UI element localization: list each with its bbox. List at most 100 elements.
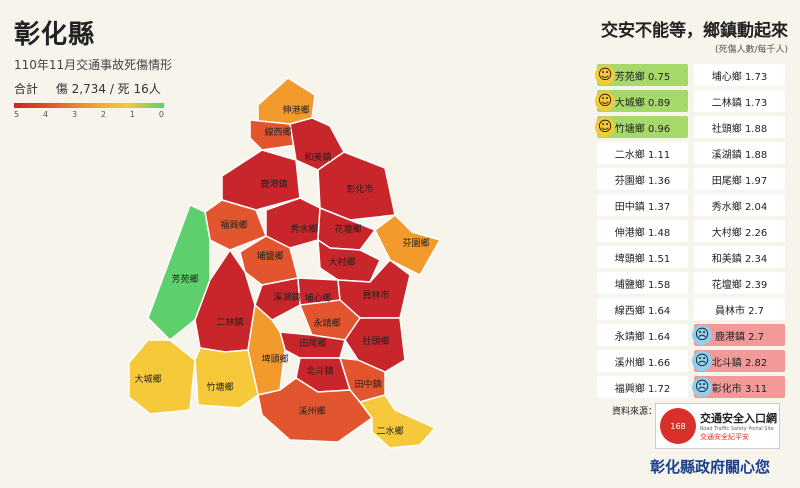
logo-subtitle: Road Traffic Safety Portal Site	[700, 426, 774, 432]
map-label: 埤頭鄉	[261, 353, 288, 365]
ranking-text: 彰化市 3.11	[711, 383, 768, 395]
ranking-text: 埤頭鄉 1.51	[614, 253, 671, 265]
ranking-cell: 大村鄉 2.26	[694, 220, 785, 242]
ranking-text: 北斗鎮 2.82	[711, 357, 768, 369]
map-label: 埔心鄉	[304, 292, 331, 304]
ranking-text: 田中鎮 1.37	[614, 201, 671, 213]
region-shengang	[257, 77, 316, 125]
map-label: 芳苑鄉	[171, 273, 198, 285]
map-label: 溪州鄉	[298, 405, 325, 417]
map-label: 和美鎮	[304, 151, 331, 163]
ranking-cell: 芬園鄉 1.36	[597, 168, 688, 190]
map-label: 彰化市	[346, 183, 373, 195]
changhua-map: 伸港鄉線西鄉和美鎮鹿港鎮 彰化市福興鄉 秀水鄉 花壇鄉芬園鄉芳苑鄉 埔鹽鄉大村鄉溪湖鎮埔…	[130, 77, 441, 449]
ranking-text: 線西鄉 1.64	[614, 305, 671, 317]
ranking-text: 秀水鄉 2.04	[711, 201, 768, 213]
unit-note: (死傷人數/每千人)	[714, 45, 788, 55]
scale-tick: 4	[42, 110, 49, 119]
ranking-cell: 溪湖鎮 1.88	[694, 142, 785, 164]
ranking-cell: ☺ 大城鄉 0.89	[595, 90, 688, 112]
ranking-text: 埔心鄉 1.73	[711, 71, 768, 83]
ranking-cell: 和美鎮 2.34	[694, 246, 785, 268]
smile-face-icon: ☺	[595, 117, 615, 137]
map-label: 鹿港鎮	[260, 178, 287, 190]
page-title: 彰化縣	[14, 20, 96, 50]
ranking-cell: 花壇鄉 2.39	[694, 272, 785, 294]
region-ershui	[359, 394, 436, 449]
ranking-text: 溪州鄉 1.66	[614, 357, 671, 369]
map-label: 員林市	[362, 289, 389, 301]
headline: 交安不能等，鄉鎮動起來	[601, 21, 788, 41]
region-zhutang	[194, 347, 259, 409]
ranking-cell: 員林市 2.7	[694, 298, 785, 320]
map-label: 花壇鄉	[334, 223, 361, 235]
map-label: 二林鎮	[216, 316, 243, 328]
subtitle: 110年11月交通事故死傷情形	[14, 58, 173, 72]
map-label: 北斗鎮	[306, 365, 333, 377]
ranking-text: 鹿港鎮 2.7	[714, 331, 765, 343]
ranking-cell: 秀水鄉 2.04	[694, 194, 785, 216]
scale-tick: 0	[158, 110, 164, 119]
traffic-safety-logo[interactable]: 168 交通安全入口網 Road Traffic Safety Portal S…	[655, 403, 780, 449]
map-label: 線西鄉	[264, 126, 291, 138]
region-dacun	[317, 239, 381, 283]
smile-face-icon: ☺	[595, 65, 615, 85]
region-fangyuan	[147, 204, 211, 341]
ranking-text: 伸港鄉 1.48	[614, 227, 671, 239]
ranking-text: 員林市 2.7	[714, 305, 765, 317]
map-label: 竹塘鄉	[206, 381, 233, 393]
ranking-text: 福興鄉 1.72	[614, 383, 671, 395]
map-label: 二水鄉	[376, 425, 403, 437]
ranking-cell: 伸港鄉 1.48	[597, 220, 688, 242]
ranking-text: 永靖鄉 1.64	[614, 331, 671, 343]
map-label: 田中鎮	[354, 378, 381, 390]
worried-face-icon: ☹	[692, 325, 712, 345]
ranking-cell: ☹ 北斗鎮 2.82	[692, 350, 785, 372]
map-label: 埔鹽鄉	[256, 250, 283, 262]
ranking-cell: ☹ 彰化市 3.11	[692, 376, 785, 398]
ranking-text: 芬園鄉 1.36	[614, 175, 671, 187]
ranking-cell: 田尾鄉 1.97	[694, 168, 785, 190]
ranking-table: ☺ 芳苑鄉 0.75 埔心鄉 1.73 ☺ 大城鄉 0.89 二林鎮 1.73 ☺ 竹塘鄉 0…	[594, 62, 788, 400]
ranking-text: 田尾鄉 1.97	[711, 175, 768, 187]
worried-face-icon: ☹	[692, 351, 712, 371]
ranking-cell: 線西鄉 1.64	[597, 298, 688, 320]
map-label: 大村鄉	[328, 256, 355, 268]
scale-tick: 5	[14, 110, 20, 119]
logo-title: 交通安全入口網	[700, 412, 777, 425]
scale-tick: 3	[71, 110, 78, 119]
ranking-cell: 田中鎮 1.37	[597, 194, 688, 216]
totals: 合計 傷 2,734 / 死 16人	[14, 80, 175, 97]
ranking-text: 二水鄉 1.11	[614, 149, 671, 161]
ranking-cell: 二林鎮 1.73	[694, 90, 785, 112]
totals-label: 合計	[14, 82, 39, 96]
ranking-cell: 二水鄉 1.11	[597, 142, 688, 164]
footer-slogan: 彰化縣政府關心您	[649, 458, 770, 476]
ranking-cell: 溪州鄉 1.66	[597, 350, 688, 372]
ranking-cell: 埔心鄉 1.73	[694, 64, 785, 86]
color-scale-bar	[14, 103, 164, 108]
ranking-text: 大村鄉 2.26	[711, 227, 768, 239]
ranking-text: 二林鎮 1.73	[711, 97, 768, 109]
totals-value: 傷 2,734 / 死 16人	[55, 82, 161, 96]
ranking-cell: 永靖鄉 1.64	[597, 324, 688, 346]
region-xihu	[254, 277, 301, 321]
ranking-cell: ☺ 竹塘鄉 0.96	[595, 116, 688, 138]
color-scale-legend: 5 4 3 2 1 0	[14, 103, 164, 119]
map-label: 田尾鄉	[299, 337, 326, 349]
worried-face-icon: ☹	[692, 377, 712, 397]
scale-tick: 1	[129, 110, 135, 119]
map-label: 大城鄉	[134, 373, 161, 385]
ranking-cell: 埤頭鄉 1.51	[597, 246, 688, 268]
region-xianxi	[249, 119, 297, 151]
ranking-cell: ☹ 鹿港鎮 2.7	[692, 324, 785, 346]
ranking-text: 和美鎮 2.34	[711, 253, 768, 265]
smile-face-icon: ☺	[595, 91, 615, 111]
ranking-text: 溪湖鎮 1.88	[711, 149, 768, 161]
map-label: 伸港鄉	[282, 104, 309, 116]
ranking-cell: 社頭鄉 1.88	[694, 116, 785, 138]
ranking-text: 芳苑鄉 0.75	[614, 71, 671, 83]
scale-tick: 2	[100, 110, 106, 119]
ranking-text: 花壇鄉 2.39	[711, 279, 768, 291]
ranking-text: 社頭鄉 1.88	[711, 123, 768, 135]
